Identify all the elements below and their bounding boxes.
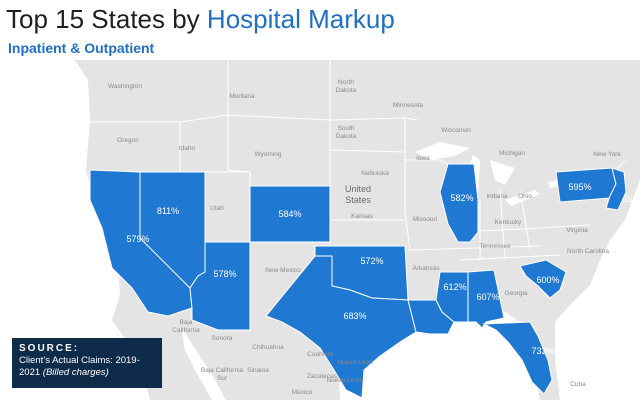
title-main: Top 15 States by — [6, 4, 200, 34]
label-kentucky: Kentucky — [495, 219, 522, 226]
label-nuevo-leon: Nuevo León — [337, 359, 372, 366]
label-baja-2: California — [172, 327, 200, 334]
source-line2-italic: (Billed charges) — [42, 367, 109, 378]
pacific-ocean — [0, 60, 150, 400]
lake-superior — [415, 142, 470, 160]
label-tennessee: Tennessee — [479, 243, 511, 250]
label-mexico: México — [292, 389, 313, 396]
pct-nevada: 811% — [157, 206, 179, 216]
label-washington: Washington — [108, 83, 142, 90]
pct-new-jersey: 668 — [622, 194, 637, 204]
atlantic-ocean — [555, 180, 640, 400]
source-heading: SOURCE: — [19, 343, 80, 354]
label-nebraska: Nebraska — [361, 170, 389, 177]
state-new-jersey — [605, 167, 627, 211]
page-title: Top 15 States by Hospital Markup — [6, 4, 395, 34]
label-baja-sur-2: Sur — [217, 375, 228, 382]
state-texas — [265, 255, 417, 399]
label-kansas: Kansas — [351, 213, 373, 220]
label-sinaloa: Sinaloa — [247, 367, 269, 374]
label-arkansas: Arkansas — [412, 265, 440, 272]
pct-california: 579% — [126, 234, 149, 244]
label-zacatecas: Zacatecas — [307, 373, 338, 380]
source-line2: 2021 — [19, 367, 41, 378]
page-subtitle: Inpatient & Outpatient — [8, 40, 155, 56]
label-cuba: Cuba — [570, 381, 586, 388]
label-sonora: Sonora — [212, 335, 233, 342]
label-utah: Utah — [210, 205, 224, 212]
state-arizona — [189, 241, 251, 331]
state-alabama — [467, 269, 505, 329]
label-new-mexico: New Mexico — [265, 267, 301, 274]
pct-alabama: 607% — [476, 292, 499, 302]
pct-pennsylvania: 595% — [568, 182, 591, 192]
label-idaho: Idaho — [179, 145, 196, 152]
label-iowa: Iowa — [416, 155, 430, 162]
pct-florida: 732% — [531, 346, 554, 356]
pct-oklahoma: 572% — [360, 256, 383, 266]
label-missouri: Missouri — [413, 216, 437, 223]
state-illinois — [439, 163, 479, 243]
label-baja-sur-1: Baja California — [201, 367, 244, 374]
title-accent: Hospital Markup — [206, 4, 395, 34]
label-states: States — [345, 195, 371, 205]
label-wyoming: Wyoming — [254, 151, 281, 158]
label-north-carolina: North Carolina — [567, 248, 609, 255]
lake-erie — [505, 190, 540, 206]
label-south-dakota-2: Dakota — [336, 133, 357, 140]
gulf-of-california — [182, 328, 226, 400]
label-michigan: Michigan — [499, 150, 525, 157]
pct-illinois: 582% — [450, 193, 473, 203]
label-chihuahua: Chihuahua — [252, 344, 284, 351]
label-georgia: Georgia — [504, 290, 528, 297]
label-north-dakota-2: Dakota — [336, 87, 357, 94]
lake-huron — [490, 160, 515, 185]
pct-mississippi: 612% — [443, 282, 466, 292]
label-baja-1: Baja — [179, 319, 192, 326]
label-wisconsin: Wisconsin — [441, 127, 471, 134]
source-line1: Client’s Actual Claims: 2019- — [19, 355, 140, 366]
label-north-dakota-1: North — [338, 79, 354, 86]
pct-texas: 683% — [343, 311, 366, 321]
label-south-dakota-1: South — [338, 125, 355, 132]
label-virginia: Virginia — [566, 227, 588, 234]
state-colorado — [249, 185, 331, 243]
pct-colorado: 584% — [278, 209, 301, 219]
pct-arizona: 578% — [213, 269, 236, 279]
label-montana: Montana — [229, 93, 255, 100]
state-south-carolina — [519, 259, 567, 299]
pct-south-carolina: 600% — [536, 275, 559, 285]
label-ohio: Ohio — [518, 193, 532, 200]
label-minnesota: Minnesota — [393, 102, 423, 109]
label-coahuila: Coahuila — [307, 351, 333, 358]
label-oregon: Oregon — [117, 137, 139, 144]
state-florida — [482, 321, 553, 395]
label-indiana: Indiana — [486, 193, 508, 200]
source-box: SOURCE: Client’s Actual Claims: 2019- 20… — [12, 338, 162, 388]
label-united: United — [345, 184, 371, 194]
source-line2-wrap: 2021 (Billed charges) — [19, 367, 155, 379]
label-new-york: New York — [593, 151, 621, 158]
label-nuevo-leon-2: Nuevo León — [326, 377, 361, 384]
